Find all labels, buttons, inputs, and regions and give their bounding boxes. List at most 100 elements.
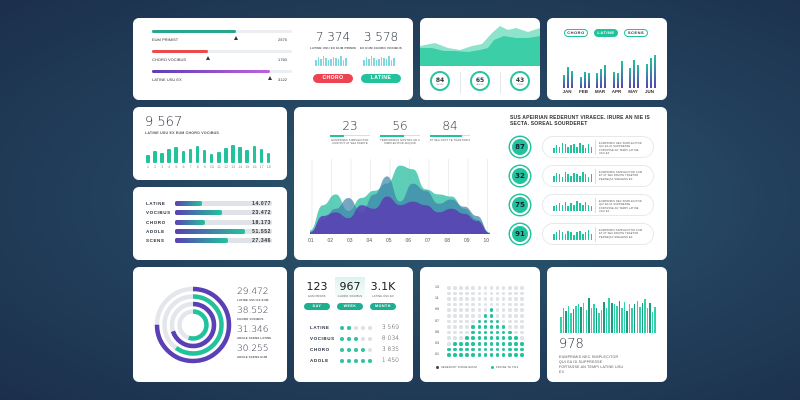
matrix-dot — [489, 347, 494, 352]
mini-bar — [332, 57, 334, 66]
matrix-dot — [447, 330, 451, 335]
item-bar — [581, 145, 584, 153]
matrix-dot — [453, 336, 457, 340]
month-button[interactable]: MONTH — [370, 303, 396, 310]
item-bar — [587, 204, 590, 211]
wave-caption: EUMPRIMIS NEC SIMPLECITOR QUI EA ID SUPP… — [559, 355, 624, 374]
latine-button[interactable]: LATINE — [361, 74, 401, 83]
y-axis-label: 07 — [435, 318, 439, 323]
matrix-dot — [471, 291, 475, 296]
wave-bar — [626, 310, 628, 333]
radial-card: 29.472 LATINE USU EX EUM 38.552 CHORO VOCIB… — [133, 267, 287, 382]
kpi-caption: TEMPORIBUS NOSTRO AD A SIMPLECITOR ANQUI… — [380, 139, 420, 146]
matrix-dot — [495, 342, 500, 346]
item-bar — [590, 205, 593, 211]
progress-fill — [152, 50, 208, 53]
matrix-dot — [453, 308, 457, 312]
wave-bar — [585, 309, 587, 333]
matrix-dot — [465, 297, 469, 301]
kpi-caption: EUMPRIMIS SIMPLECITOR CUM PUT AT SEA PAM… — [331, 139, 369, 146]
day-button[interactable]: DAY — [304, 303, 330, 310]
progress-label: CHORO VOCIBUS — [152, 57, 187, 62]
count-caption: LATINE USU EX EUM CHORO VOCIBUS — [145, 131, 220, 135]
count-bar — [238, 147, 242, 163]
score-circle[interactable]: 91 — [510, 224, 530, 244]
item-bar — [576, 174, 578, 182]
matrix-dot — [520, 330, 524, 335]
wave-bar — [649, 302, 651, 333]
choro-button[interactable]: CHORO — [313, 74, 353, 83]
matrix-dot — [453, 330, 457, 335]
y-axis-label: 11 — [435, 296, 439, 301]
rating-dot — [361, 336, 365, 341]
item-bar — [570, 203, 572, 211]
period-row-label: CHORO — [310, 347, 330, 352]
item-bar — [587, 176, 590, 182]
wave-bar — [595, 307, 598, 333]
matrix-dot — [471, 325, 475, 329]
matrix-dot — [459, 353, 463, 357]
wave-bar — [654, 307, 656, 333]
matrix-dot — [477, 342, 482, 346]
mini-bar — [315, 60, 317, 66]
list-item: EUMPRIMIS SIMPLECITOR CUM ET AT SEA PAMI… — [542, 223, 654, 245]
score-circle[interactable]: 75 — [510, 195, 530, 215]
matrix-dot — [453, 297, 457, 301]
count-bar — [217, 152, 221, 163]
matrix-dot — [508, 325, 512, 329]
gauge-value: 43 — [515, 77, 525, 84]
hbar-value: 23.472 — [252, 210, 271, 217]
matrix-dot — [453, 291, 457, 296]
list-item: EUMPRIMIS SIMPLECITOR CUM ET AT SEA PAMI… — [542, 165, 654, 187]
progress-label: LATINE USU EX — [152, 77, 182, 82]
matrix-dot — [459, 336, 463, 340]
matrix-dot — [465, 291, 469, 296]
tab-latine[interactable]: LATINE — [594, 29, 618, 37]
wave-bar — [644, 298, 646, 333]
rating-dot — [361, 325, 365, 330]
hbar-fill — [175, 201, 203, 206]
week-button[interactable]: WEEK — [337, 303, 363, 310]
count-label: 12 — [224, 165, 229, 169]
item-bar — [570, 145, 572, 153]
matrix-dot — [514, 319, 518, 324]
tab-choro[interactable]: CHORO — [564, 29, 588, 37]
item-bar — [576, 232, 578, 240]
mini-bar — [327, 60, 329, 66]
score-circle[interactable]: 32 — [510, 166, 530, 186]
item-bar — [561, 142, 564, 153]
matrix-dot — [514, 336, 518, 340]
wave-bar — [646, 307, 649, 333]
matrix-dot — [501, 342, 506, 346]
month-label: MAR — [594, 89, 606, 94]
x-axis-label: 08 — [444, 238, 451, 244]
item-bar — [561, 204, 564, 211]
hbar-label: LATINE — [146, 201, 166, 206]
month-label: APR — [611, 89, 622, 94]
area-series — [310, 196, 490, 234]
mini-bar — [320, 59, 322, 66]
matrix-dot — [508, 319, 512, 324]
matrix-dot — [495, 308, 500, 312]
rating-dot — [347, 325, 351, 330]
monthly-bar-card: CHORO LATINE SCENS JAN FEB MAR APR MAY JUN — [547, 18, 667, 100]
kpi-value: 84 — [442, 119, 458, 133]
mini-bar — [340, 56, 342, 66]
matrix-dot — [471, 319, 475, 324]
wave-bar — [623, 302, 626, 333]
score-circle[interactable]: 87 — [510, 137, 530, 157]
tab-scens[interactable]: SCENS — [624, 29, 648, 37]
hbar-fill — [175, 210, 222, 216]
item-bar — [567, 146, 570, 153]
matrix-dot — [447, 353, 451, 357]
month-bar — [653, 55, 656, 88]
month-bar — [637, 64, 639, 88]
matrix-dot — [489, 297, 494, 301]
item-bar — [567, 230, 570, 240]
mini-bar-chart — [315, 56, 347, 66]
radial-caption: LATINE USU EX EUM — [237, 298, 269, 302]
wave-bar — [621, 307, 623, 333]
item-bar — [553, 175, 555, 182]
rating-dot — [368, 358, 372, 363]
wave-bar — [631, 307, 633, 333]
